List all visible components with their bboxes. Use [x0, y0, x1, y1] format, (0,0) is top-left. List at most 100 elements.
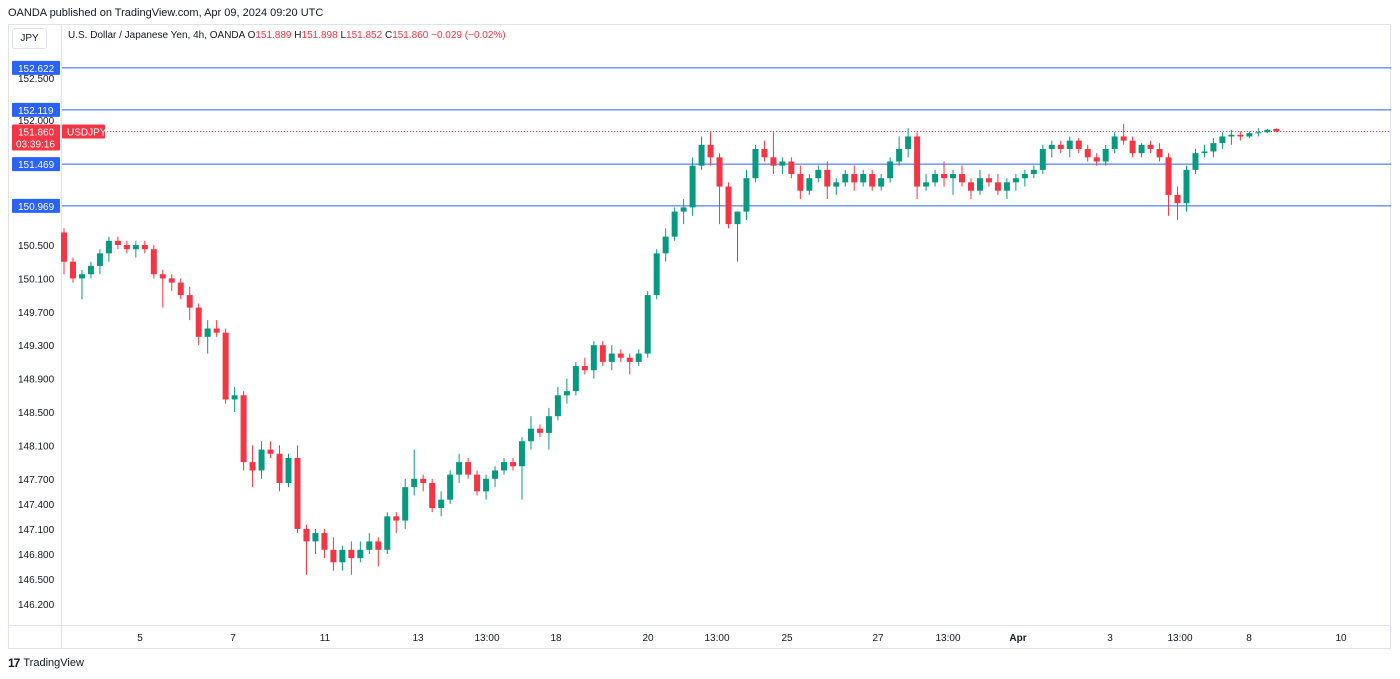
time-tick-label: Apr — [1009, 633, 1026, 644]
candle-body — [1120, 136, 1127, 141]
candle-body — [150, 249, 157, 275]
hline-price-label: 152.119 — [18, 106, 54, 117]
candle-body — [869, 174, 876, 187]
legend-low-label: L — [340, 30, 347, 41]
candle-body — [366, 541, 373, 550]
candle-body — [833, 182, 840, 187]
candle-body — [213, 328, 220, 333]
candle-body — [339, 549, 346, 563]
price-axis-divider — [61, 24, 62, 649]
candle-body — [321, 533, 328, 550]
candle-body — [483, 478, 490, 492]
candle-body — [348, 549, 355, 559]
candle-body — [536, 428, 543, 433]
candle-body — [1183, 169, 1190, 204]
candle-body — [797, 174, 804, 191]
tradingview-logo-icon[interactable]: 17 — [8, 656, 20, 670]
candle-body — [1246, 133, 1253, 137]
candle-body — [1273, 128, 1280, 132]
candle-body — [1093, 157, 1100, 162]
candle-body — [1129, 140, 1136, 154]
legend-title: U.S. Dollar / Japanese Yen, 4h, OANDA — [68, 30, 245, 41]
candle-body — [878, 178, 885, 187]
time-tick-label: 8 — [1246, 633, 1252, 644]
legend-high-value: 151.898 — [301, 30, 338, 41]
candle-body — [276, 453, 283, 483]
price-tick-label: 148.900 — [18, 375, 55, 386]
time-tick-label: 20 — [642, 633, 654, 644]
candle-body — [393, 516, 400, 521]
candle-body — [1021, 174, 1028, 179]
candle-body — [554, 395, 561, 417]
candle-body — [1165, 157, 1172, 195]
candle-body — [159, 274, 166, 279]
price-tick-label: 146.800 — [18, 550, 55, 561]
candle-body — [1039, 148, 1046, 170]
time-tick-label: 13 — [412, 633, 424, 644]
currency-button[interactable]: JPY — [12, 28, 47, 49]
candle-body — [1147, 144, 1154, 149]
time-tick-label: 27 — [872, 633, 884, 644]
candle-body — [985, 178, 992, 183]
candle-body — [743, 178, 750, 212]
price-tick-label: 146.200 — [18, 600, 55, 611]
candle-body — [492, 470, 499, 479]
price-tick-label: 149.700 — [18, 308, 55, 319]
candle-body — [1057, 144, 1064, 149]
candle-body — [860, 174, 867, 183]
candle-body — [644, 295, 651, 354]
candle-body — [1201, 151, 1208, 154]
candle-body — [941, 174, 948, 179]
time-axis: 5 7 11 13 13:00 18 20 13:00 25 27 13:00 Apr 3 13:00 8 1… — [137, 633, 1347, 644]
price-tick-label: 149.300 — [18, 341, 55, 352]
symbol-legend: U.S. Dollar / Japanese Yen, 4h, OANDA O1… — [68, 30, 506, 41]
candle-body — [177, 282, 184, 296]
candle-body — [69, 261, 76, 279]
horizontal-lines — [62, 67, 1391, 207]
footer: 17 TradingView — [8, 656, 84, 670]
candle-body — [887, 161, 894, 179]
candle-body — [635, 353, 642, 362]
candle-body — [923, 182, 930, 187]
candle-body — [1219, 136, 1226, 144]
time-tick-label: 5 — [137, 633, 143, 644]
symbol-tag — [62, 124, 105, 139]
time-tick-label: 13:00 — [474, 633, 499, 644]
candle-body — [689, 165, 696, 208]
candle-body — [474, 474, 481, 492]
candle-body — [258, 449, 265, 471]
candle-body — [402, 487, 409, 521]
price-tick-label: 146.500 — [18, 575, 55, 586]
candle-body — [222, 332, 229, 400]
legend-open-value: 151.889 — [255, 30, 292, 41]
candle-body — [429, 482, 436, 509]
candle-body — [896, 148, 903, 162]
candle-body — [662, 236, 669, 254]
candle-body — [303, 528, 310, 542]
time-tick-label: 3 — [1107, 633, 1113, 644]
candle-body — [932, 174, 939, 183]
candle-body — [1102, 148, 1109, 162]
price-tick-label: 147.400 — [18, 500, 55, 511]
candle-body — [590, 345, 597, 371]
candle-body — [734, 211, 741, 225]
hline-price-label: 150.969 — [18, 202, 55, 213]
candle-body — [976, 178, 983, 191]
symbol-tag-label: USDJPY — [67, 127, 107, 138]
price-tick-label: 152.500 — [18, 74, 55, 85]
hline-price-tag — [12, 102, 60, 117]
candle-body — [518, 441, 525, 467]
legend-close-label: C — [384, 30, 393, 41]
candle-body — [806, 178, 813, 191]
tradingview-brand[interactable]: TradingView — [23, 657, 84, 669]
time-axis-divider — [8, 625, 1391, 626]
candle-body — [1174, 194, 1181, 204]
time-tick-label: 18 — [550, 633, 562, 644]
hline-price-tag — [12, 198, 60, 213]
candle-body — [1012, 178, 1019, 183]
candle-body — [285, 457, 292, 483]
candle-body — [572, 366, 579, 392]
hline-price-tag — [12, 157, 60, 172]
candle-body — [438, 499, 445, 509]
